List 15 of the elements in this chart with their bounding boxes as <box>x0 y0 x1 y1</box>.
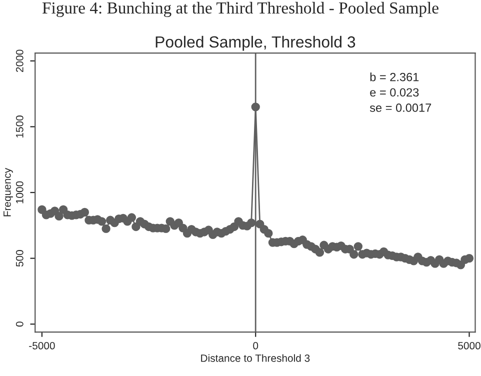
y-axis-title: Frequency <box>4 168 13 216</box>
x-tick-label: 0 <box>253 342 258 350</box>
caption: Figure 4: Bunching at the Third Threshold - Pooled Sample <box>42 2 438 18</box>
y-tick-label: 500 <box>16 250 24 267</box>
x-tick-label: 5000 <box>458 342 480 350</box>
chart-title: Pooled Sample, Threshold 3 <box>156 36 356 51</box>
y-tick-label: 0 <box>16 322 24 327</box>
y-tick-label: 2000 <box>16 50 24 72</box>
x-tick-label: -5000 <box>29 342 55 350</box>
x-axis-title: Distance to Threshold 3 <box>201 354 310 362</box>
y-tick-label: 1000 <box>16 181 24 204</box>
annotation: se = 0.0017 <box>370 104 432 112</box>
annotation: e = 0.023 <box>370 88 419 97</box>
annotation: b = 2.361 <box>370 72 419 82</box>
y-tick-label: 1500 <box>16 116 24 138</box>
